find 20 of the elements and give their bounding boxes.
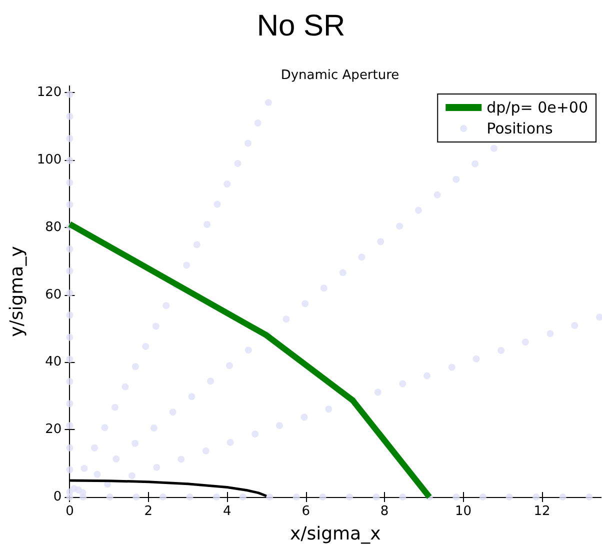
y-tick-label: 80	[45, 220, 62, 235]
x-axis-title: x/sigma_x	[290, 524, 382, 544]
x-tick-label: 4	[222, 504, 232, 519]
y-tick-label: 0	[53, 490, 62, 504]
x-tick-label: 6	[302, 504, 310, 519]
x-tick-label: 0	[66, 504, 74, 519]
x-tick-label: 2	[144, 504, 153, 519]
chart-title: No SR	[256, 10, 346, 42]
y-tick-label: 40	[45, 354, 62, 370]
y-tick-label: 120	[36, 85, 62, 100]
y-tick-label: 100	[36, 152, 62, 168]
y-tick-label: 60	[45, 287, 62, 302]
y-axis-title: y/sigma_y	[6, 246, 28, 337]
chart-subtitle: Dynamic Aperture	[280, 68, 400, 83]
legend-label: Positions	[486, 120, 554, 138]
x-tick-label: 8	[380, 504, 389, 519]
x-tick-label: 10	[454, 504, 472, 519]
y-tick-label: 20	[45, 422, 62, 438]
legend-label: dp/p= 0e+00	[486, 98, 588, 116]
x-tick-label: 12	[534, 504, 550, 519]
